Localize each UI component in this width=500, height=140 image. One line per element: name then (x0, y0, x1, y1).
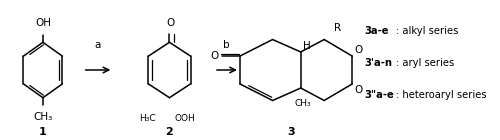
Text: a: a (94, 40, 101, 50)
Text: b: b (224, 40, 230, 50)
Text: O: O (354, 85, 363, 95)
Text: O: O (210, 51, 218, 61)
Text: 3'a-n: 3'a-n (364, 58, 392, 68)
Text: 1: 1 (39, 127, 47, 137)
Text: H: H (303, 41, 311, 51)
Text: 3"a-e: 3"a-e (364, 90, 394, 100)
Text: O: O (167, 18, 175, 28)
Text: : heteroaryl series: : heteroaryl series (396, 90, 486, 100)
Text: CH₃: CH₃ (34, 112, 52, 122)
Text: H₃C: H₃C (139, 114, 156, 123)
Text: : aryl series: : aryl series (396, 58, 454, 68)
Text: CH₃: CH₃ (295, 99, 312, 108)
Text: : alkyl series: : alkyl series (396, 26, 458, 36)
Text: 3a-e: 3a-e (364, 26, 388, 36)
Text: OH: OH (35, 18, 51, 28)
Text: R: R (334, 23, 340, 33)
Text: OOH: OOH (174, 114, 195, 123)
Text: O: O (354, 45, 363, 55)
Text: 3: 3 (288, 127, 295, 137)
Text: 2: 2 (166, 127, 173, 137)
